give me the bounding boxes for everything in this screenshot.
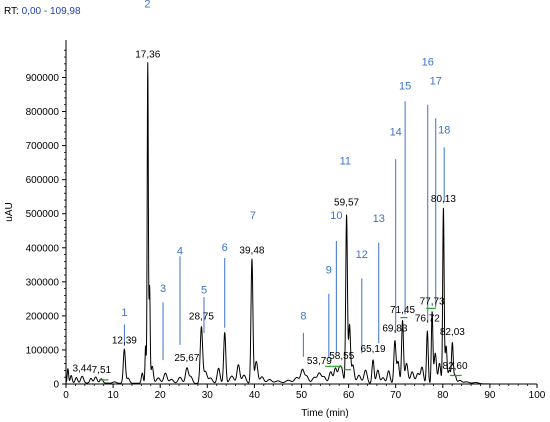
chromatogram-trace <box>65 62 491 385</box>
peak-label: 25,67 <box>174 353 199 364</box>
annotation-number: 8 <box>300 310 306 322</box>
x-tick-label: 50 <box>296 390 308 401</box>
rt-range: 0,00 - 109,98 <box>21 6 81 17</box>
peak-label: 77,73 <box>420 296 445 307</box>
y-tick-label: 800000 <box>26 107 60 118</box>
x-tick-label: 100 <box>529 390 546 401</box>
annotation-number: 17 <box>430 75 442 87</box>
peak-label: 3,44 <box>72 363 92 374</box>
peak-label: 39,48 <box>239 245 264 256</box>
annotation-number: 13 <box>373 213 385 225</box>
rt-header: RT: 0,00 - 109,98 <box>4 6 81 17</box>
annotation-number: 6 <box>222 242 228 254</box>
y-tick-label: 900000 <box>26 73 60 84</box>
y-tick-label: 700000 <box>26 141 60 152</box>
y-tick-label: 500000 <box>26 209 60 220</box>
annotation-number: 4 <box>177 246 183 258</box>
annotation-number: 10 <box>330 210 342 222</box>
annotation-number: 16 <box>422 57 434 69</box>
annotation-number: 3 <box>160 283 166 295</box>
annotation-number: 11 <box>340 155 351 167</box>
peak-label: 80,13 <box>431 194 456 205</box>
annotation-number: 15 <box>399 80 411 92</box>
peak-label: 59,57 <box>334 198 359 209</box>
peak-label: 82,60 <box>443 361 468 372</box>
axes: 0 10 20 30 40 50 60 70 80 90 100 0 100000 200000 30000… <box>26 40 546 401</box>
peak-label: 82,03 <box>440 327 465 338</box>
x-tick-label: 70 <box>390 390 402 401</box>
y-tick-label: 200000 <box>26 311 60 322</box>
rt-label: RT: <box>4 6 19 17</box>
peak-labels: 3,44 7,5112,3917,3625,6728,7539,4853,7958… <box>72 49 468 375</box>
x-tick-label: 20 <box>155 390 167 401</box>
peak-label: 7,51 <box>92 365 112 376</box>
peak-label: 76,72 <box>415 313 440 324</box>
peak-label: 12,39 <box>112 336 137 347</box>
y-axis-title: uAU <box>4 202 15 221</box>
annotation-number: 14 <box>390 126 402 138</box>
annotation-number: 1 <box>121 307 127 319</box>
x-tick-label: 80 <box>437 390 449 401</box>
y-tick-label: 400000 <box>26 243 60 254</box>
x-tick-label: 40 <box>249 390 261 401</box>
x-tick-label: 90 <box>484 390 496 401</box>
peak-label: 71,45 <box>390 305 415 316</box>
peak-label: 53,79 <box>307 356 332 367</box>
x-tick-label: 30 <box>202 390 214 401</box>
y-tick-label: 600000 <box>26 175 60 186</box>
x-tick-label: 10 <box>108 390 120 401</box>
y-tick-label: 300000 <box>26 277 60 288</box>
annotation-number: 5 <box>201 285 207 297</box>
peak-label: 17,36 <box>135 49 160 60</box>
y-tick-label: 0 <box>53 380 59 391</box>
peak-label: 28,75 <box>189 312 214 323</box>
x-tick-label: 0 <box>63 390 69 401</box>
annotation-number: 7 <box>250 210 256 222</box>
annotation-number: 18 <box>438 125 450 137</box>
peak-label: 58,55 <box>329 351 354 362</box>
peak-label: 65,19 <box>361 344 386 355</box>
chromatogram-trace-group <box>65 62 491 385</box>
annotation-number: 2 <box>144 0 150 11</box>
annotation-number: 9 <box>326 264 332 276</box>
x-tick-label: 60 <box>343 390 355 401</box>
y-tick-label: 100000 <box>26 345 60 356</box>
peak-label: 69,83 <box>382 324 407 335</box>
annotation-number: 12 <box>356 249 368 261</box>
x-axis-title: Time (min) <box>301 408 348 419</box>
